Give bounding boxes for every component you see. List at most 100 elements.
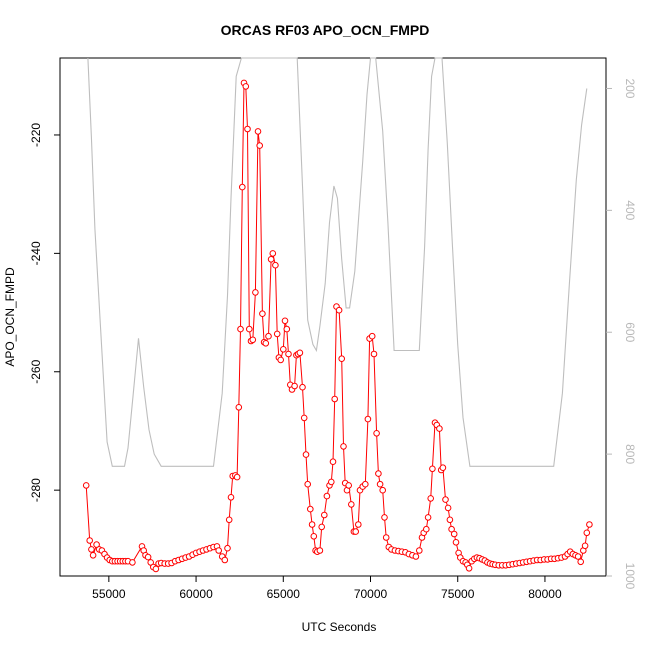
data-point <box>89 552 97 559</box>
plot-frame <box>59 57 607 577</box>
data-point <box>249 336 257 344</box>
secondary-series-line <box>87 57 588 467</box>
data-point <box>239 183 246 191</box>
data-point <box>368 332 376 340</box>
data-point <box>373 430 380 437</box>
y-tick-label: -240 <box>29 241 43 265</box>
data-point <box>331 395 339 403</box>
data-point <box>355 521 362 528</box>
data-point <box>338 355 346 363</box>
data-point <box>345 482 353 489</box>
data-point <box>362 480 369 488</box>
data-point <box>574 553 582 560</box>
x-axis-label: UTC Seconds <box>302 620 377 634</box>
data-point <box>379 486 387 494</box>
right-axis: 200 400 600 800 1000 <box>606 78 637 590</box>
data-point <box>256 142 264 149</box>
data-point <box>227 494 235 501</box>
data-point <box>316 547 324 554</box>
primary-series-line <box>85 82 590 570</box>
data-point <box>221 556 229 564</box>
data-point <box>352 528 360 535</box>
data-point <box>269 250 277 257</box>
x-tick-label: 80000 <box>528 587 562 601</box>
data-point <box>429 465 436 473</box>
x-tick-label: 70000 <box>354 587 388 601</box>
y-tick-label: -280 <box>29 478 43 502</box>
data-point <box>308 521 316 528</box>
data-point <box>424 514 432 521</box>
data-point <box>444 504 452 512</box>
data-point <box>86 537 93 544</box>
y-axis: -280 -260 -240 -220 <box>29 123 60 502</box>
data-point <box>273 330 281 338</box>
data-point <box>88 546 95 553</box>
data-point <box>300 414 308 422</box>
data-point <box>436 425 443 432</box>
data-point <box>583 529 591 537</box>
data-point <box>452 539 460 546</box>
data-point <box>381 514 388 521</box>
data-point <box>348 501 355 508</box>
data-point <box>586 521 593 528</box>
data-point <box>382 534 390 541</box>
data-point <box>152 565 160 573</box>
right-tick-label: 600 <box>623 322 637 342</box>
x-tick-label: 65000 <box>267 587 301 601</box>
data-point <box>577 558 585 566</box>
data-point <box>262 340 270 347</box>
data-point <box>283 325 291 333</box>
data-point <box>375 470 382 477</box>
data-point <box>427 495 435 502</box>
data-point <box>335 306 343 314</box>
data-point <box>307 505 314 513</box>
data-point <box>446 516 454 524</box>
data-point <box>246 325 253 333</box>
data-point <box>277 356 285 364</box>
data-point <box>259 310 266 318</box>
data-point <box>412 553 420 560</box>
chart-title: ORCAS RF03 APO_OCN_FMPD <box>221 22 430 38</box>
data-point <box>370 350 378 358</box>
data-point <box>252 289 259 296</box>
data-point <box>323 492 331 500</box>
right-tick-label: 800 <box>623 444 637 464</box>
data-point <box>225 516 233 524</box>
data-point <box>144 553 152 561</box>
data-point <box>340 443 347 450</box>
series-secondary <box>87 57 588 467</box>
x-tick-label: 75000 <box>441 587 475 601</box>
data-point <box>280 346 287 353</box>
data-point <box>329 458 337 466</box>
data-point <box>299 383 306 391</box>
series-primary <box>82 79 593 573</box>
data-point <box>581 542 589 550</box>
y-tick-label: -260 <box>29 359 43 383</box>
data-point <box>129 559 136 566</box>
data-point <box>318 523 326 531</box>
data-point <box>235 404 243 411</box>
data-point <box>465 565 473 572</box>
data-point <box>439 464 447 472</box>
data-point <box>254 128 262 135</box>
data-point <box>224 544 231 552</box>
y-tick-label: -220 <box>29 123 43 147</box>
data-point <box>267 256 275 263</box>
data-point <box>296 349 304 357</box>
data-point <box>364 415 372 423</box>
right-tick-label: 1000 <box>623 563 637 590</box>
data-point <box>215 547 222 554</box>
data-point <box>304 480 312 488</box>
data-point <box>233 473 241 481</box>
data-point <box>265 332 272 340</box>
data-point <box>376 480 384 488</box>
data-point <box>328 478 335 486</box>
data-point <box>82 482 90 489</box>
x-tick-label: 60000 <box>179 587 213 601</box>
data-point <box>291 382 298 390</box>
data-point <box>285 350 292 358</box>
data-point <box>450 530 458 538</box>
data-point <box>242 83 250 90</box>
